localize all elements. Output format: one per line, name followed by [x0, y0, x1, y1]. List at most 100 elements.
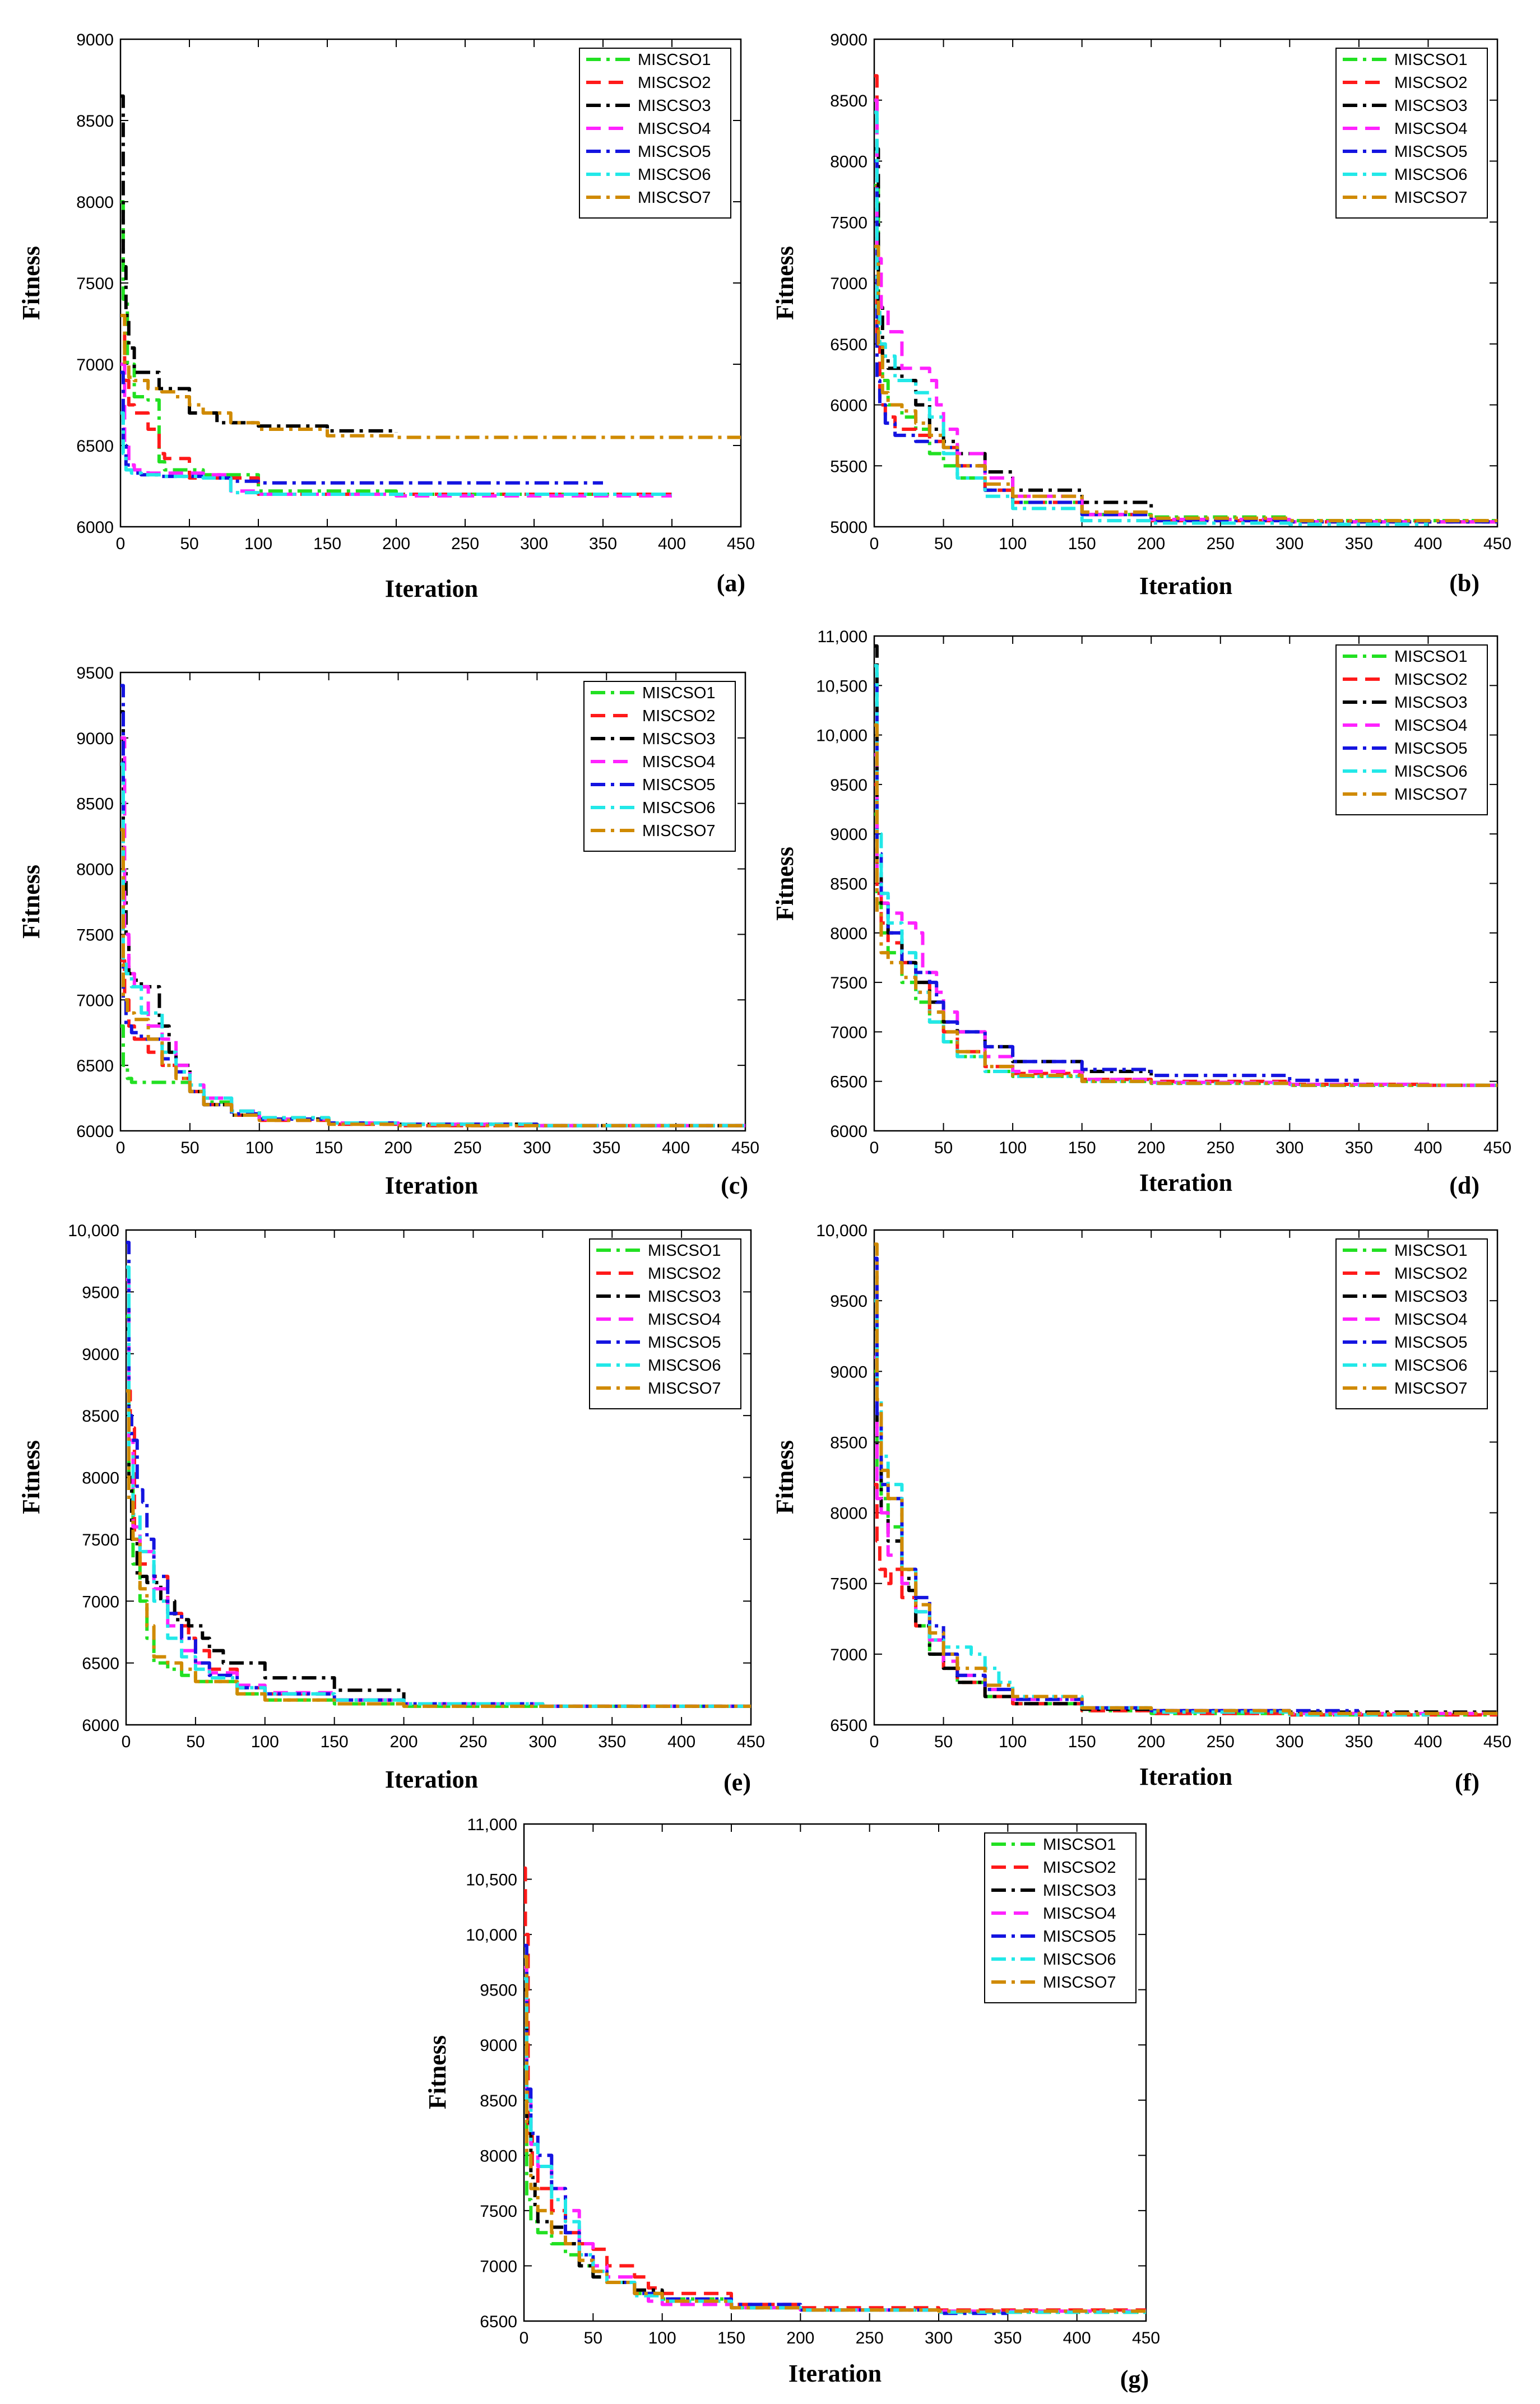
legend-label: MISCSO3 — [638, 97, 711, 115]
legend-label: MISCSO6 — [1394, 763, 1468, 781]
x-axis-label: Iteration — [385, 575, 478, 602]
legend-label: MISCSO7 — [1394, 189, 1468, 207]
x-tick-label: 0 — [870, 535, 879, 553]
legend: MISCSO1 MISCSO2 MISCSO3 MISCSO4 MISCSO5 MISCS… — [589, 1238, 741, 1409]
legend-label: MISCSO1 — [1394, 51, 1468, 69]
x-tick-label: 150 — [313, 535, 341, 553]
x-tick-label: 200 — [384, 1139, 412, 1157]
series-group — [524, 1866, 1146, 2315]
x-tick-label: 100 — [999, 1733, 1027, 1751]
y-axis-label: Fitness — [771, 847, 799, 921]
chart-panel-b: 0 50 100 150 200 250 300 350 400 450 5000 5500 6000 6… — [771, 31, 1511, 600]
chart-panel-f: 0 50 100 150 200 250 300 350 400 450 6500 7000 7500 8… — [771, 1222, 1511, 1796]
x-tick-label: 400 — [1414, 1733, 1442, 1751]
chart-panel-d: 0 50 100 150 200 250 300 350 400 450 6000 6500 7000 7… — [771, 628, 1511, 1199]
y-tick-label: 6000 — [830, 397, 868, 415]
legend-box — [1335, 1238, 1488, 1409]
series-line-miscso7 — [874, 723, 1497, 1087]
x-axis-label: Iteration — [385, 1172, 478, 1199]
legend-label: MISCSO5 — [1394, 1334, 1468, 1352]
x-tick-label: 300 — [925, 2329, 953, 2347]
x-tick-label: 350 — [994, 2329, 1022, 2347]
y-tick-label: 8000 — [830, 1505, 868, 1523]
series-line-miscso5 — [120, 370, 603, 485]
y-tick-label: 8500 — [76, 112, 114, 131]
panel-label: (a) — [717, 569, 745, 597]
series-line-miscso3 — [120, 94, 398, 433]
x-tick-label: 300 — [528, 1733, 556, 1751]
chart-panel-g: 0 50 100 150 200 250 300 350 400 450 6500 7000 7500 8… — [424, 1816, 1160, 2393]
x-tick-label: 150 — [1068, 1733, 1096, 1751]
y-tick-label: 10,500 — [466, 1871, 517, 1890]
y-axis-label: Fitness — [17, 865, 45, 939]
y-tick-label: 7500 — [830, 1575, 868, 1594]
x-tick-label: 400 — [1414, 535, 1442, 553]
legend-label: MISCSO1 — [1394, 648, 1468, 666]
legend-label: MISCSO6 — [1394, 166, 1468, 184]
x-tick-label: 150 — [315, 1139, 343, 1157]
series-group — [874, 74, 1497, 526]
y-tick-label: 9500 — [82, 1283, 119, 1302]
y-tick-label: 8500 — [76, 795, 114, 814]
legend: MISCSO1 MISCSO2 MISCSO3 MISCSO4 MISCSO5 MISCS… — [1335, 48, 1488, 219]
chart-panel-a: 0 50 100 150 200 250 300 350 400 450 6000 6500 7000 7… — [17, 31, 755, 602]
y-tick-label: 8000 — [76, 861, 114, 879]
legend: MISCSO1 MISCSO2 MISCSO3 MISCSO4 MISCSO5 MISCS… — [984, 1832, 1137, 2003]
x-tick-label: 450 — [1132, 2329, 1160, 2347]
y-tick-label: 10,000 — [816, 727, 868, 745]
x-tick-label: 250 — [1207, 1733, 1235, 1751]
legend: MISCSO1 MISCSO2 MISCSO3 MISCSO4 MISCSO5 MISCS… — [579, 48, 731, 219]
y-tick-label: 9000 — [830, 825, 868, 844]
legend-label: MISCSO3 — [648, 1288, 721, 1306]
x-tick-label: 0 — [870, 1139, 879, 1157]
y-tick-label: 9000 — [76, 730, 114, 748]
legend-label: MISCSO1 — [638, 51, 711, 69]
x-axis-label: Iteration — [1139, 1763, 1232, 1790]
x-tick-label: 150 — [1068, 535, 1096, 553]
x-tick-label: 350 — [1345, 1139, 1373, 1157]
y-tick-label: 11,000 — [467, 1816, 517, 1834]
y-tick-label: 8500 — [82, 1407, 119, 1426]
legend-label: MISCSO6 — [1043, 1951, 1116, 1969]
x-axis-label: Iteration — [1139, 1169, 1232, 1196]
x-tick-label: 200 — [382, 535, 410, 553]
legend-label: MISCSO4 — [642, 753, 716, 771]
y-tick-label: 6500 — [830, 1716, 868, 1735]
series-line-miscso6 — [126, 1265, 751, 1708]
x-tick-label: 450 — [1483, 1139, 1511, 1157]
legend-label: MISCSO7 — [648, 1380, 721, 1398]
x-tick-label: 450 — [737, 1733, 765, 1751]
y-tick-label: 9000 — [830, 1363, 868, 1381]
x-tick-label: 250 — [451, 535, 479, 553]
x-axis-label: Iteration — [1139, 572, 1232, 600]
y-tick-label: 8000 — [830, 153, 868, 171]
panel-label: (c) — [721, 1172, 748, 1199]
legend-label: MISCSO2 — [638, 74, 711, 92]
legend-label: MISCSO2 — [1394, 1265, 1468, 1283]
y-tick-label: 7000 — [76, 356, 114, 374]
panel-label: (d) — [1449, 1172, 1479, 1199]
x-tick-label: 150 — [321, 1733, 349, 1751]
y-tick-label: 10,000 — [466, 1926, 517, 1944]
series-line-miscso7 — [874, 244, 1497, 523]
x-tick-label: 300 — [520, 535, 548, 553]
x-tick-label: 200 — [1137, 535, 1165, 553]
legend-label: MISCSO6 — [638, 166, 711, 184]
x-tick-label: 100 — [999, 1139, 1027, 1157]
y-tick-label: 8500 — [830, 875, 868, 894]
y-tick-label: 10,000 — [816, 1222, 868, 1240]
x-tick-label: 300 — [1275, 1733, 1304, 1751]
x-tick-label: 350 — [592, 1139, 620, 1157]
legend-label: MISCSO7 — [1394, 786, 1468, 804]
x-tick-label: 250 — [453, 1139, 481, 1157]
x-tick-label: 300 — [1275, 535, 1304, 553]
y-tick-label: 7500 — [480, 2202, 517, 2221]
panel-label: (b) — [1449, 569, 1479, 597]
y-tick-label: 10,000 — [68, 1222, 119, 1240]
x-tick-label: 50 — [934, 1733, 953, 1751]
legend-label: MISCSO7 — [1043, 1974, 1116, 1992]
legend-label: MISCSO5 — [1043, 1928, 1116, 1946]
x-tick-label: 50 — [934, 535, 953, 553]
x-tick-label: 50 — [934, 1139, 953, 1157]
